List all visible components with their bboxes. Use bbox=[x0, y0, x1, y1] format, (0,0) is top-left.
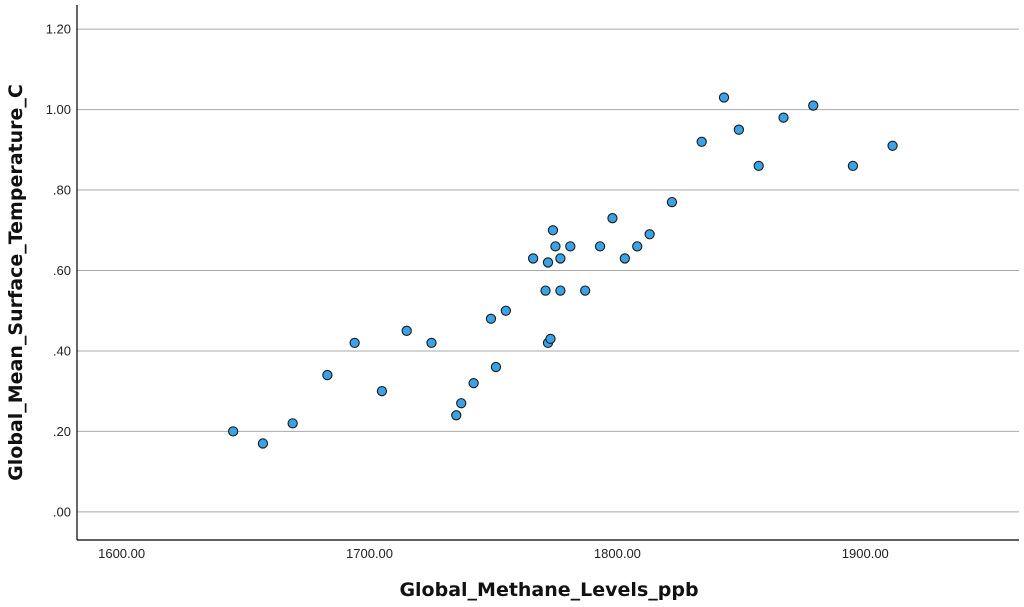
data-point bbox=[887, 140, 898, 151]
data-point bbox=[451, 410, 462, 421]
data-point bbox=[632, 241, 643, 252]
data-point bbox=[468, 377, 479, 389]
data-point bbox=[349, 337, 360, 349]
data-point bbox=[565, 241, 576, 252]
y-tick-label: .80 bbox=[53, 183, 71, 198]
data-point bbox=[580, 285, 591, 296]
x-axis-title: Global_Methane_Levels_ppb bbox=[399, 579, 698, 601]
data-point bbox=[555, 285, 566, 296]
data-points bbox=[228, 92, 898, 449]
data-point bbox=[500, 305, 512, 316]
gridlines bbox=[77, 28, 1019, 513]
x-tick-label: 1900.00 bbox=[842, 546, 889, 561]
y-tick-label: 1.20 bbox=[46, 22, 71, 37]
data-point bbox=[540, 285, 551, 296]
data-point bbox=[527, 253, 539, 264]
data-point bbox=[287, 418, 298, 429]
y-tick-label: .20 bbox=[53, 424, 71, 439]
data-point bbox=[547, 225, 559, 236]
data-point bbox=[426, 337, 437, 349]
data-point bbox=[594, 241, 606, 252]
data-point bbox=[778, 112, 789, 123]
x-tick-label: 1700.00 bbox=[346, 546, 393, 561]
axes bbox=[76, 5, 1019, 541]
data-point bbox=[555, 253, 566, 264]
y-axis-title: Global_Mean_Surface_Temperature_C bbox=[5, 84, 27, 481]
data-point bbox=[718, 92, 730, 103]
y-tick-labels: .00 .20 .40 .60 .80 1.00 1.20 bbox=[46, 22, 71, 520]
data-point bbox=[490, 361, 502, 373]
data-point bbox=[696, 136, 707, 147]
data-point bbox=[550, 241, 561, 252]
data-point bbox=[619, 253, 630, 264]
y-tick-label: .40 bbox=[53, 343, 71, 358]
data-point bbox=[644, 229, 655, 240]
y-tick-label: .00 bbox=[53, 504, 71, 519]
x-tick-labels: 1600.00 1700.00 1800.00 1900.00 bbox=[98, 546, 889, 561]
x-tick-label: 1600.00 bbox=[98, 546, 145, 561]
data-point bbox=[401, 325, 412, 336]
data-point bbox=[456, 398, 467, 409]
data-point bbox=[607, 213, 618, 224]
data-point bbox=[666, 196, 678, 208]
data-point bbox=[376, 386, 388, 397]
y-tick-label: 1.00 bbox=[46, 102, 71, 117]
data-point bbox=[545, 333, 556, 345]
data-point bbox=[542, 257, 554, 268]
data-point bbox=[847, 160, 859, 172]
x-tick-label: 1800.00 bbox=[594, 546, 641, 561]
data-point bbox=[733, 124, 745, 135]
data-point bbox=[808, 100, 819, 111]
y-tick-label: .60 bbox=[53, 263, 71, 278]
data-point bbox=[322, 369, 333, 381]
data-point bbox=[257, 438, 269, 449]
data-point bbox=[753, 160, 764, 172]
data-point bbox=[228, 426, 239, 437]
data-point bbox=[485, 313, 497, 324]
